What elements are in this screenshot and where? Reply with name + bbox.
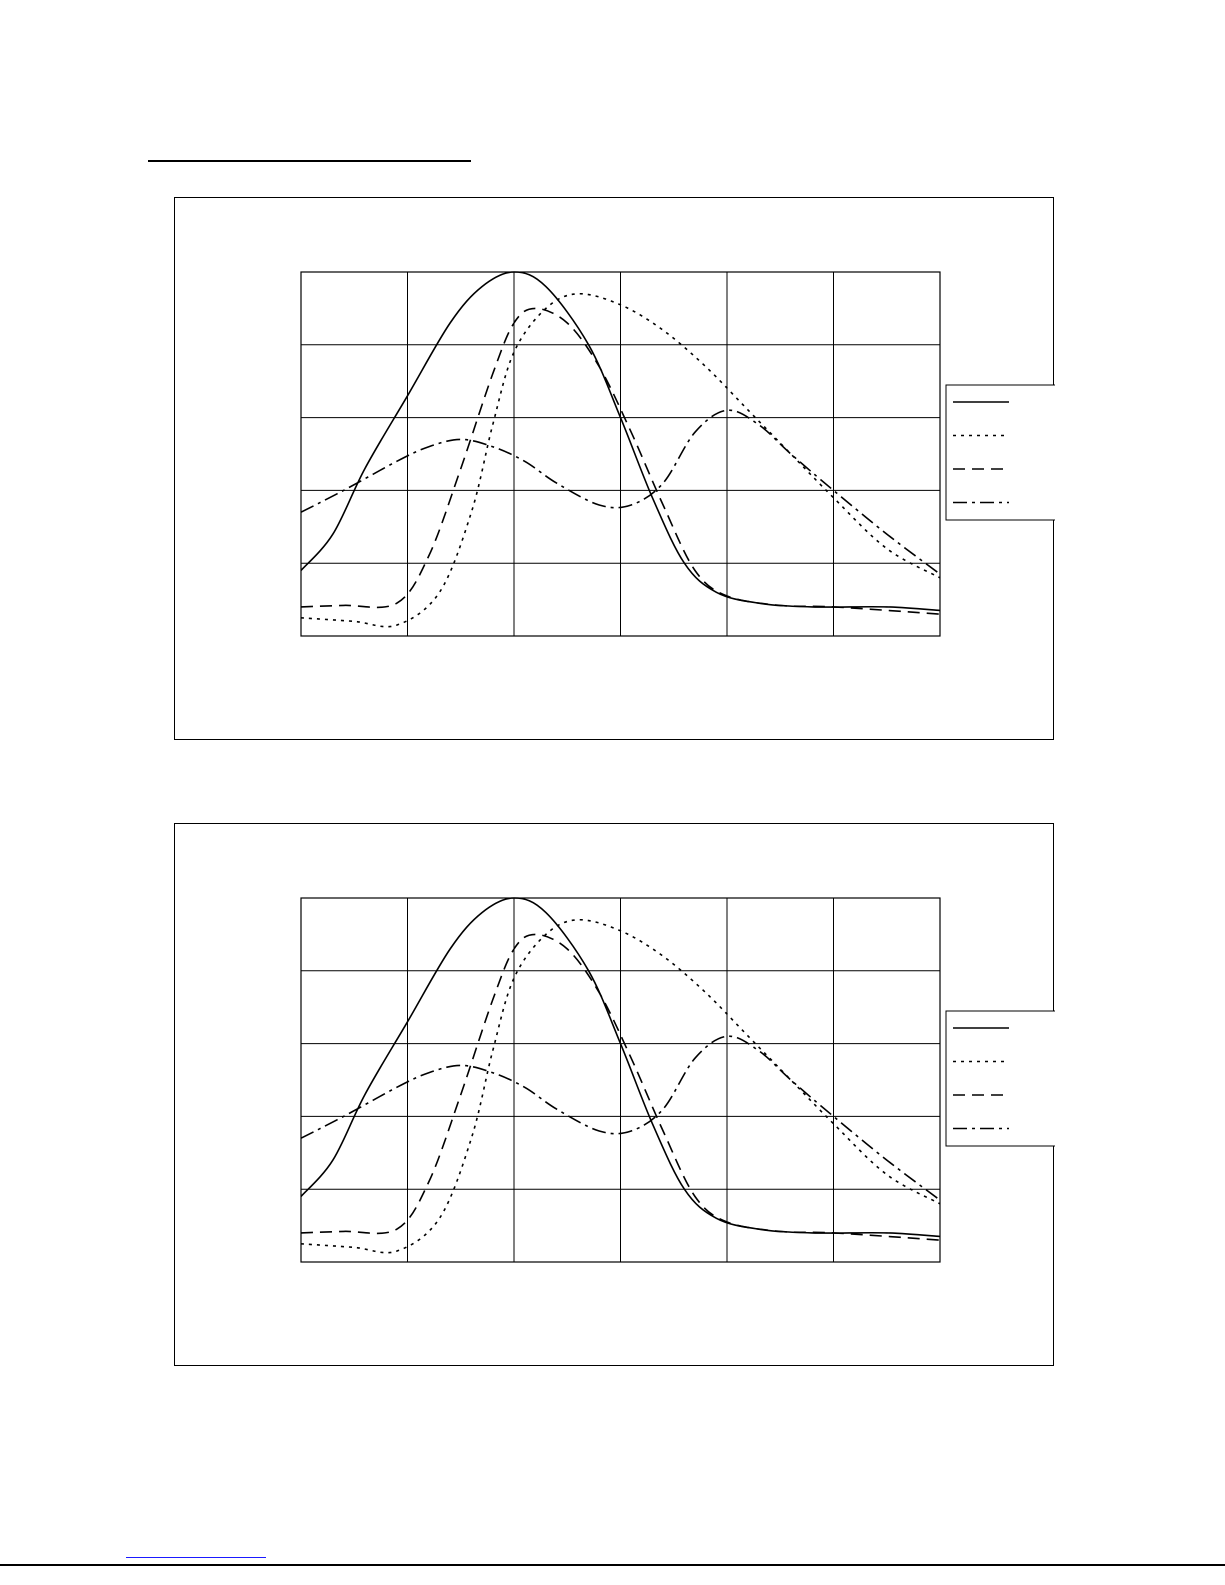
footer-link-underline	[126, 1557, 266, 1558]
plot-area-border	[300, 271, 941, 637]
page-bottom-rule	[0, 1564, 1225, 1566]
legend	[945, 1010, 1055, 1147]
legend-box	[945, 384, 1055, 521]
plot-area-border	[300, 897, 941, 1263]
chart-2	[300, 897, 1055, 1263]
chart-1	[300, 271, 1055, 637]
legend	[945, 384, 1055, 521]
grid	[301, 272, 940, 636]
series-line-2-dotted	[300, 918, 941, 1254]
series-line-2-dotted	[300, 292, 941, 628]
series-line-3-dashed	[300, 307, 941, 615]
series-line-4-dashdot	[300, 1035, 941, 1201]
series-line-3-dashed	[300, 933, 941, 1241]
series-line-4-dashdot	[300, 409, 941, 575]
chart-frame-2	[174, 823, 1055, 1366]
grid	[301, 898, 940, 1262]
header-underline	[148, 160, 471, 162]
chart-frame-1	[174, 197, 1055, 740]
legend-box	[945, 1010, 1055, 1147]
